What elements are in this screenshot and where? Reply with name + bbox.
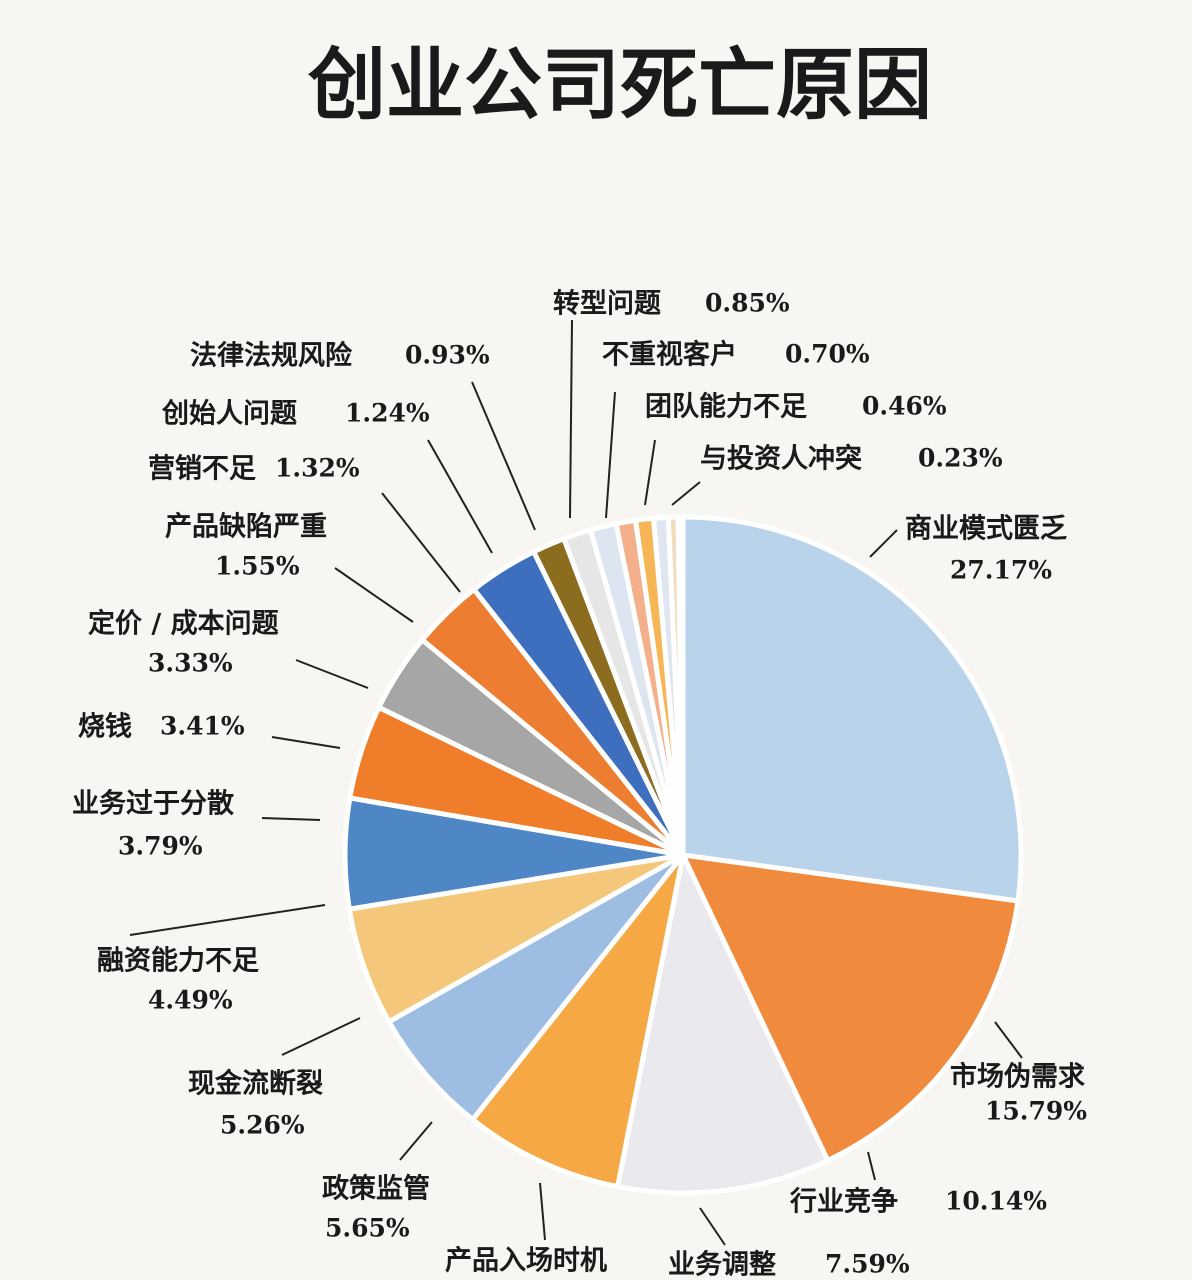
pie-slice — [469, 853, 686, 1190]
value-label: 0.23% — [918, 444, 1003, 473]
slice-label: 产品入场时机 — [445, 1246, 607, 1277]
value-label: 0.93% — [405, 341, 490, 370]
slice-label: 营销不足 — [148, 454, 256, 485]
slice-label: 转型问题 — [553, 289, 661, 320]
slice-label: 创始人问题 — [161, 398, 297, 430]
value-label: 3.41% — [160, 712, 245, 741]
slice-label: 不重视客户 — [602, 339, 737, 371]
slice-label: 团队能力不足 — [645, 391, 807, 423]
leader-line — [644, 439, 656, 506]
leader-line — [569, 319, 573, 519]
leader-line — [271, 736, 341, 749]
leader-line — [699, 1207, 726, 1246]
slice-label: 产品缺陷严重 — [165, 512, 327, 543]
slice-label: 烧钱 — [78, 712, 132, 743]
value-label: 4.49% — [148, 986, 233, 1015]
pie-slice — [678, 851, 1021, 1164]
value-label: 1.24% — [345, 399, 430, 428]
value-label: 1.55% — [215, 552, 300, 581]
value-label: 3.79% — [118, 832, 203, 861]
slice-label: 与投资人冲突 — [700, 443, 862, 475]
value-label: 1.32% — [275, 454, 360, 483]
leader-line — [869, 529, 898, 558]
leader-line — [994, 1021, 1023, 1059]
leader-line — [295, 659, 369, 689]
slice-label: 商业模式匮乏 — [905, 514, 1067, 545]
leader-line — [381, 492, 461, 593]
leader-line — [867, 1151, 876, 1181]
pie-slice — [675, 514, 686, 856]
leader-line — [399, 1121, 433, 1161]
leader-line — [129, 904, 326, 936]
leader-line — [605, 391, 616, 519]
leader-line — [539, 1182, 546, 1241]
value-label: 5.26% — [220, 1111, 305, 1140]
value-label: 27.17% — [950, 556, 1052, 585]
leader-line — [334, 567, 414, 623]
slice-label: 市场伪需求 — [950, 1061, 1085, 1093]
slice-label: 融资能力不足 — [97, 945, 259, 977]
slice-label: 政策监管 — [322, 1173, 430, 1205]
value-label: 15.79% — [985, 1097, 1087, 1126]
pie-slice — [385, 852, 685, 1124]
chart-title: 创业公司死亡原因 — [308, 40, 932, 130]
leader-line — [427, 439, 493, 554]
value-label: 0.70% — [785, 340, 870, 369]
slice-label: 业务调整 — [668, 1250, 776, 1280]
leader-line — [471, 381, 536, 531]
slice-label: 现金流断裂 — [188, 1068, 323, 1100]
leader-line — [671, 481, 701, 506]
pie-slice — [614, 847, 832, 1196]
value-label: 3.33% — [148, 649, 233, 678]
slice-label: 业务过于分散 — [72, 789, 234, 820]
slice-label: 法律法规风险 — [190, 340, 353, 372]
pie-slice — [680, 514, 1024, 904]
value-label: 5.65% — [325, 1214, 410, 1243]
value-label: 10.14% — [945, 1187, 1047, 1216]
value-label: 7.59% — [825, 1250, 910, 1279]
value-label: 0.46% — [862, 392, 947, 421]
slice-label: 行业竞争 — [789, 1186, 898, 1218]
slice-label: 定价 / 成本问题 — [88, 608, 279, 640]
value-label: 0.85% — [705, 289, 790, 318]
leader-line — [281, 1017, 361, 1056]
leader-line — [261, 817, 321, 821]
